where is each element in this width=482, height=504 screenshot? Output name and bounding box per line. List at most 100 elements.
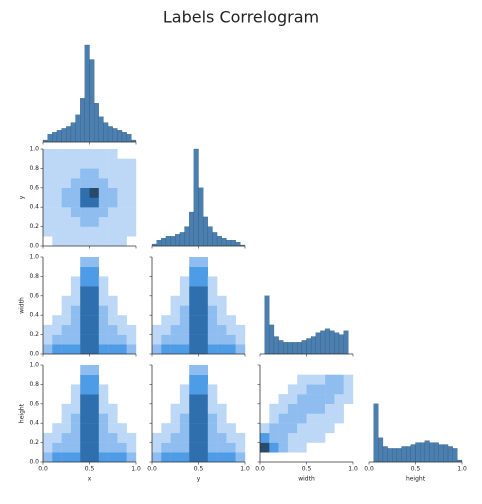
density-cell (152, 423, 162, 433)
density-cell (71, 375, 81, 385)
histogram-bar (193, 148, 199, 247)
density-cell (152, 296, 162, 306)
density-cell (316, 452, 326, 462)
density-cell (343, 374, 354, 385)
histogram-bar (329, 330, 335, 355)
density-cell (171, 384, 181, 394)
density-cell (170, 295, 181, 306)
density-cell (126, 216, 137, 227)
density-cell (306, 374, 316, 385)
histogram-bar (343, 330, 349, 355)
density-cell (126, 344, 137, 355)
density-cell (70, 158, 81, 169)
density-cell (89, 432, 99, 443)
density-cell (217, 442, 227, 453)
density-cell (52, 334, 62, 345)
density-cell (179, 384, 190, 395)
density-cell (70, 442, 81, 453)
density-cell (108, 375, 118, 385)
density-cell (127, 306, 137, 316)
density-cell (297, 413, 307, 424)
density-cell (235, 432, 246, 443)
density-cell (61, 334, 72, 345)
density-cell (126, 442, 137, 453)
histogram-bar (338, 334, 344, 355)
histogram-bar (126, 134, 132, 143)
density-cell (62, 384, 72, 394)
density-cell (108, 257, 118, 267)
y-tick-label: 0.4 (29, 312, 39, 319)
density-cell (89, 187, 99, 198)
density-cell (62, 276, 72, 286)
density-cell (61, 207, 72, 218)
density-cell (334, 384, 344, 395)
density-cell (325, 403, 335, 414)
density-cell (98, 305, 109, 316)
histogram-bar (75, 114, 81, 143)
histogram-bar (98, 116, 104, 143)
density-cell (117, 168, 127, 179)
density-cell (98, 168, 109, 179)
histogram-bar (107, 126, 113, 143)
density-cell (80, 394, 90, 404)
density-cell (189, 374, 199, 385)
density-cell (108, 334, 118, 345)
density-cell (108, 423, 118, 434)
density-cell (61, 315, 72, 326)
histogram-bar (424, 440, 430, 463)
density-cell (70, 452, 81, 463)
density-cell (235, 344, 246, 355)
density-cell (170, 403, 181, 414)
density-cell (108, 276, 118, 286)
density-cell (152, 432, 162, 443)
density-cell (297, 384, 307, 395)
histogram-bar (273, 336, 279, 355)
density-cell (152, 324, 162, 335)
density-cell (43, 375, 53, 385)
density-cell (207, 344, 218, 355)
x-tick-label: 0.5 (85, 466, 95, 473)
density-cell (70, 197, 81, 208)
density-cell (52, 149, 62, 159)
density-cell (325, 423, 335, 434)
density-cell (61, 324, 72, 335)
density-cell (61, 187, 72, 198)
density-cell (70, 295, 81, 306)
x-tick-label: 1.0 (457, 466, 467, 473)
density-cell (279, 384, 289, 394)
density-cell (306, 423, 316, 434)
density-cell (198, 324, 208, 335)
density-cell (161, 344, 171, 355)
density-cell (325, 443, 335, 453)
density-cell (152, 384, 162, 394)
density-cell (89, 442, 99, 453)
density-cell (198, 413, 208, 424)
density-cell (52, 375, 62, 385)
density-cell (98, 315, 109, 326)
density-cell (108, 305, 118, 316)
density-cell (344, 423, 354, 433)
x-axis-label: y (197, 476, 201, 483)
y-axis-label: height (19, 403, 26, 423)
histogram-bar (447, 446, 453, 463)
density-cell (161, 276, 171, 286)
density-cell (217, 344, 227, 355)
density-cell (89, 413, 99, 424)
density-cell (226, 296, 236, 306)
density-cell (198, 394, 208, 404)
density-cell (226, 365, 236, 375)
density-cell (70, 276, 81, 287)
density-cell (98, 187, 109, 198)
y-tick-label: 0.4 (29, 204, 39, 211)
density-cell (62, 286, 72, 296)
histogram-bar (429, 442, 435, 463)
density-cell (315, 394, 326, 404)
density-cell (127, 384, 137, 394)
density-cell (269, 403, 279, 414)
density-cell (208, 267, 218, 277)
density-cell (171, 375, 181, 385)
density-cell (161, 414, 171, 424)
histogram-bar (287, 342, 293, 355)
density-cell (152, 276, 162, 286)
density-cell (127, 267, 137, 277)
